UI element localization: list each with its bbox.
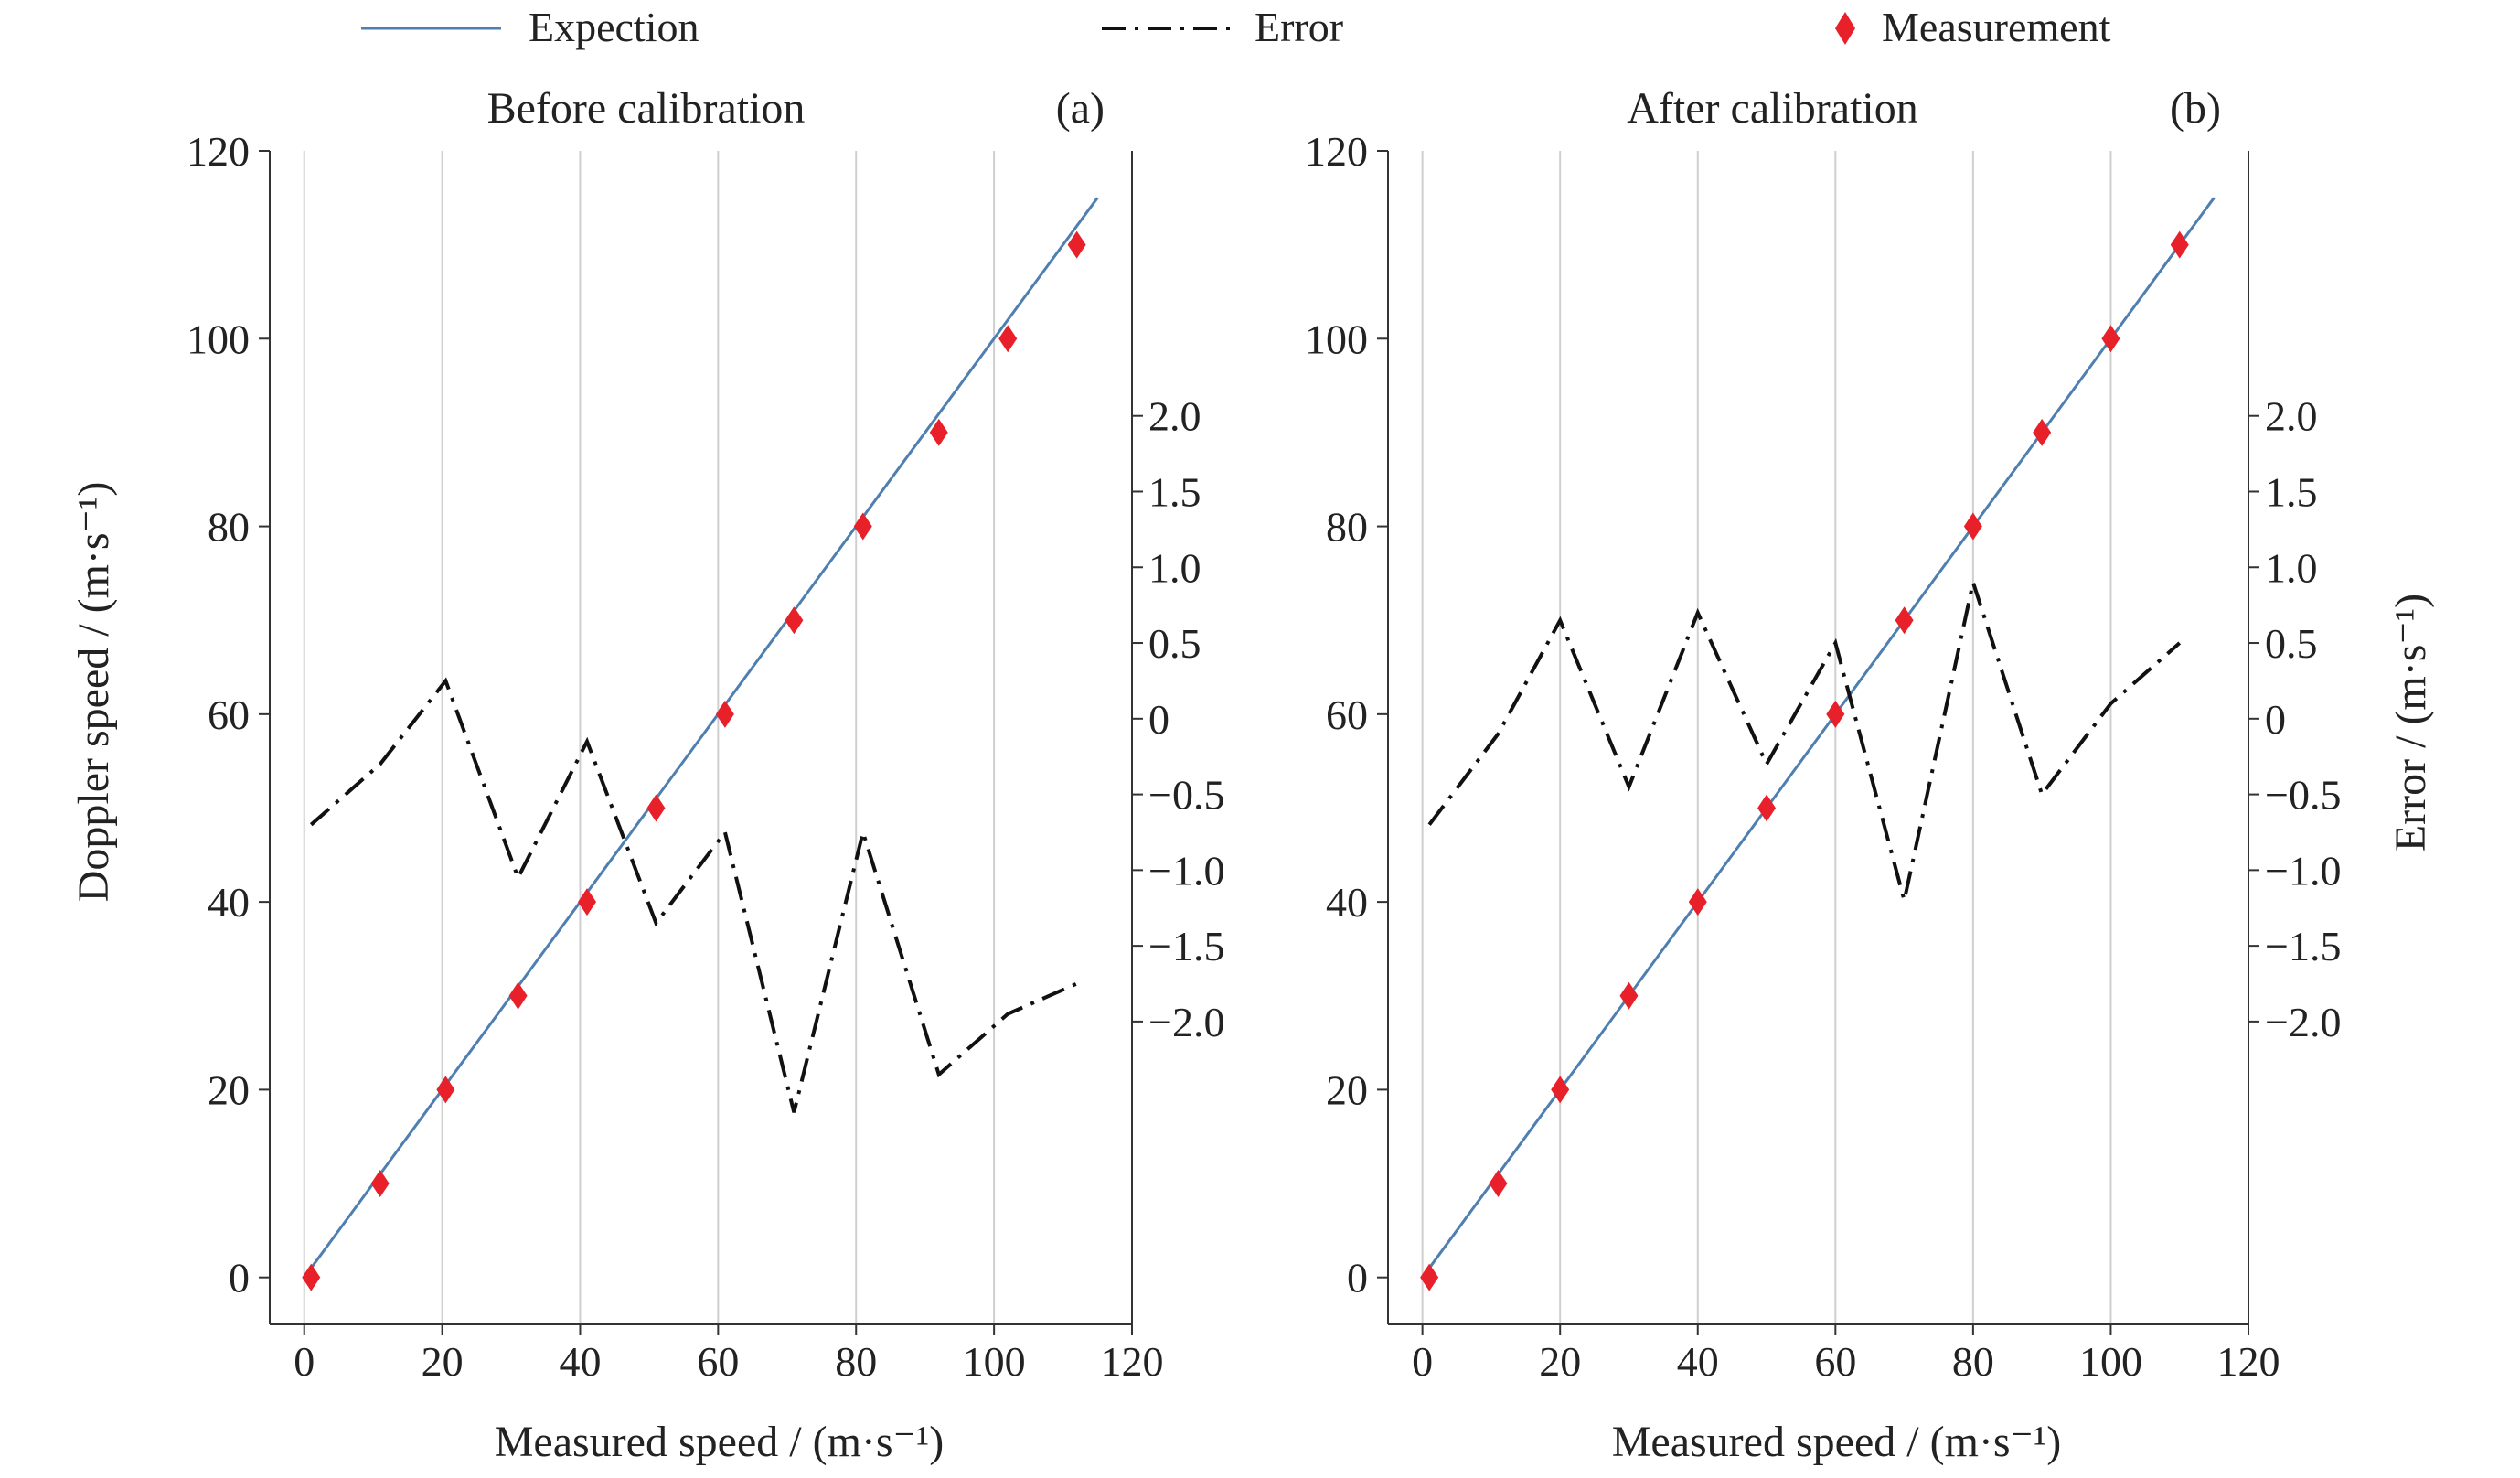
y-tick-label: 120 <box>1305 128 1368 175</box>
panel-after-calibration: 0 20 40 60 80 100 120 0 20 40 60 80 100 120 −2.0 −1.5 −1… <box>1305 84 2435 1466</box>
measurement-point <box>2101 325 2120 353</box>
measurement-point <box>1963 512 1982 541</box>
measurement-point <box>1826 700 1845 728</box>
x-tick-label: 120 <box>2217 1338 2280 1385</box>
y2-tick-label: 2.0 <box>2265 393 2318 440</box>
measurement-point <box>1688 888 1707 916</box>
error-line <box>309 677 1078 1113</box>
measurement-point <box>1757 794 1777 822</box>
measurement-point <box>578 888 597 916</box>
x-tick-label: 120 <box>1101 1338 1164 1385</box>
y2-tick-label: 1.5 <box>2265 468 2318 515</box>
legend-error-label: Error <box>1255 4 1343 50</box>
x-axis-label: Measured speed / (m·s⁻¹) <box>495 1418 945 1466</box>
x-tick-label: 60 <box>1814 1338 1856 1385</box>
y-tick-label: 100 <box>187 316 250 362</box>
legend-measurement-marker <box>1835 12 1855 45</box>
x-tick-label: 0 <box>294 1338 315 1385</box>
y2-tick-label: 0 <box>1148 696 1169 743</box>
measurement-point <box>2170 230 2189 259</box>
measurement-point <box>1551 1076 1570 1104</box>
y-tick-label: 20 <box>208 1066 250 1113</box>
measurement-point <box>1619 981 1639 1010</box>
x-tick-label: 60 <box>697 1338 739 1385</box>
measurement-point <box>370 1170 390 1198</box>
measurement-point <box>1489 1170 1508 1198</box>
chart-title: Before calibration <box>487 84 806 133</box>
x-tick-label: 100 <box>2079 1338 2142 1385</box>
error-line <box>1427 575 2182 901</box>
panel-label: (a) <box>1056 84 1105 133</box>
chart-title: After calibration <box>1627 84 1918 133</box>
x-tick-label: 20 <box>1539 1338 1581 1385</box>
y2-tick-label: −0.5 <box>1148 772 1224 819</box>
x-tick-label: 0 <box>1412 1338 1433 1385</box>
panel-before-calibration: 0 20 40 60 80 100 120 0 20 40 60 80 100 120 −2.0 −1.5 −1… <box>69 84 1224 1466</box>
y2-tick-label: −1.0 <box>1148 847 1224 894</box>
measurement-point <box>785 606 804 635</box>
y2-tick-label: 0 <box>2265 696 2286 743</box>
x-tick-label: 100 <box>963 1338 1026 1385</box>
measurement-point <box>1420 1263 1439 1291</box>
y-tick-label: 120 <box>187 128 250 175</box>
x-tick-label: 40 <box>1677 1338 1719 1385</box>
measurement-point <box>929 418 948 446</box>
y-tick-label: 100 <box>1305 316 1368 362</box>
legend: Expection Error Measurement <box>361 4 2111 50</box>
y2-tick-label: 2.0 <box>1148 393 1201 440</box>
legend-measurement-label: Measurement <box>1882 4 2111 50</box>
measurement-point <box>998 325 1018 353</box>
measurement-point <box>715 700 734 728</box>
measurement-point <box>436 1076 455 1104</box>
y2-tick-label: 1.0 <box>2265 544 2318 591</box>
x-axis-label: Measured speed / (m·s⁻¹) <box>1612 1418 2062 1466</box>
expectation-line <box>303 197 1099 1279</box>
x-tick-label: 80 <box>835 1338 877 1385</box>
x-tick-label: 40 <box>559 1338 601 1385</box>
expectation-line <box>1421 197 2216 1279</box>
y2-axis-label: Error / (m·s⁻¹) <box>2387 594 2435 851</box>
y2-tick-label: −1.5 <box>2265 923 2341 969</box>
measurement-point <box>302 1263 321 1291</box>
y2-tick-label: 0.5 <box>1148 620 1201 667</box>
y2-tick-label: −2.0 <box>1148 999 1224 1045</box>
y2-tick-label: 1.5 <box>1148 468 1201 515</box>
measurement-point <box>853 512 872 541</box>
measurement-point <box>646 794 666 822</box>
panel-label: (b) <box>2170 84 2221 133</box>
measurement-point <box>2033 418 2052 446</box>
y-tick-label: 60 <box>1326 691 1368 738</box>
y-tick-label: 40 <box>208 879 250 926</box>
measurement-point <box>1067 230 1086 259</box>
y2-tick-label: 0.5 <box>2265 620 2318 667</box>
y2-tick-label: −0.5 <box>2265 772 2341 819</box>
legend-expectation-label: Expection <box>529 4 699 50</box>
y2-tick-label: 1.0 <box>1148 544 1201 591</box>
y2-tick-label: −2.0 <box>2265 999 2341 1045</box>
measurement-point <box>508 981 528 1010</box>
x-tick-label: 20 <box>422 1338 464 1385</box>
y-tick-label: 40 <box>1326 879 1368 926</box>
x-tick-label: 80 <box>1952 1338 1994 1385</box>
measurement-point <box>1895 606 1914 635</box>
y-axis-label: Doppler speed / (m·s⁻¹) <box>69 482 118 903</box>
y-tick-label: 0 <box>229 1255 250 1301</box>
y-tick-label: 60 <box>208 691 250 738</box>
y2-tick-label: −1.5 <box>1148 923 1224 969</box>
y-tick-label: 80 <box>1326 504 1368 551</box>
y-tick-label: 20 <box>1326 1066 1368 1113</box>
y-tick-label: 80 <box>208 504 250 551</box>
y-tick-label: 0 <box>1347 1255 1368 1301</box>
y2-tick-label: −1.0 <box>2265 847 2341 894</box>
